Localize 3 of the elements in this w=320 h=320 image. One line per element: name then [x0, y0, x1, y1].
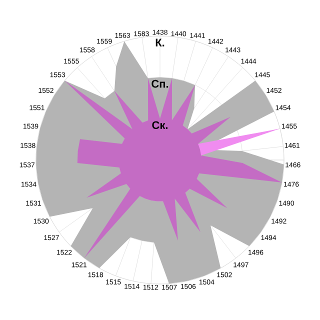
y-tick-label: Сп. — [152, 80, 168, 88]
y-tick-label: К. — [156, 38, 164, 46]
y-tick-label: Ск. — [152, 121, 168, 130]
